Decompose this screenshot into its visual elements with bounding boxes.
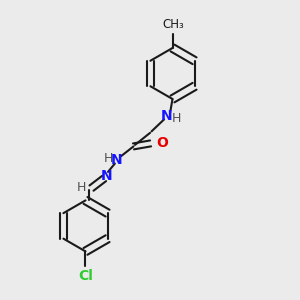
Text: O: O: [156, 136, 168, 150]
Text: N: N: [161, 110, 172, 123]
Text: N: N: [101, 169, 112, 182]
Text: Cl: Cl: [78, 269, 93, 283]
Text: H: H: [171, 112, 181, 125]
Text: CH₃: CH₃: [163, 18, 184, 31]
Text: N: N: [111, 153, 123, 167]
Text: H: H: [103, 152, 113, 165]
Text: H: H: [77, 181, 87, 194]
